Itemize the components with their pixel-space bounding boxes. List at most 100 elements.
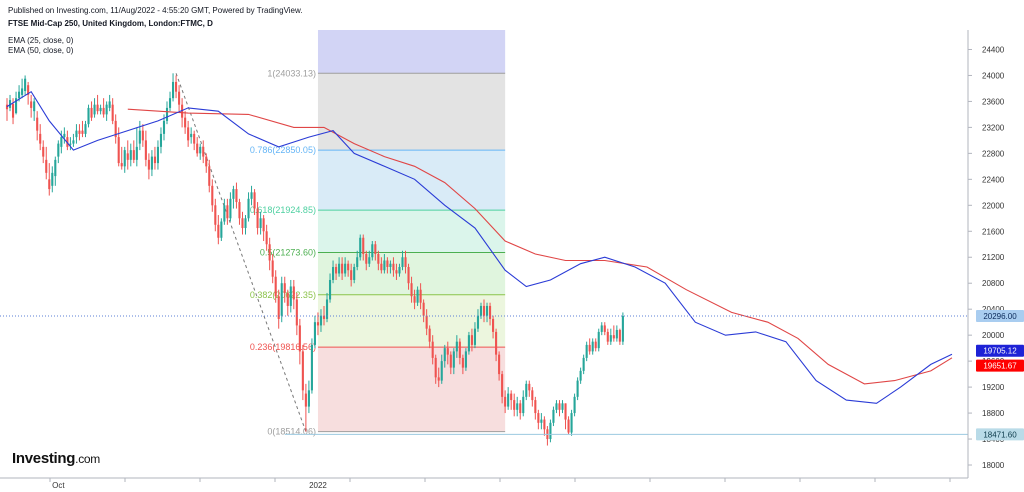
candle-body — [144, 140, 147, 160]
candle-body — [407, 266, 410, 284]
candle-body — [576, 380, 579, 397]
candle-body — [395, 270, 398, 274]
fib-level-label: 1(24033.13) — [267, 68, 316, 78]
candle-body — [202, 146, 205, 157]
candle-body — [226, 205, 229, 219]
candle-body — [147, 159, 150, 170]
candle-body — [603, 325, 606, 332]
ema-lines — [0, 90, 968, 435]
candle-body — [582, 357, 585, 371]
time-axis: Oct 2022 — [0, 477, 968, 490]
candle-body — [108, 101, 111, 108]
candle-body — [36, 117, 39, 131]
candle-body — [428, 328, 431, 342]
candle-body — [135, 146, 138, 160]
candle-body — [473, 328, 477, 345]
candle-body — [588, 344, 591, 352]
fib-extension-band — [317, 30, 506, 74]
candle-body — [63, 133, 66, 138]
candle-body — [392, 263, 395, 271]
candle-body — [555, 403, 558, 410]
y-tick-label: 24400 — [982, 45, 1005, 54]
candle-body — [271, 260, 274, 277]
candle-body — [30, 101, 33, 108]
fib-zone — [317, 210, 506, 253]
candle-body — [425, 315, 428, 329]
candle-body — [18, 91, 21, 99]
candle-body — [156, 146, 160, 164]
y-tick-label: 20400 — [982, 305, 1005, 314]
logo-text: Investing — [12, 450, 76, 467]
candle-body — [81, 130, 84, 134]
candle-body — [537, 413, 540, 423]
candle-body — [485, 305, 489, 316]
candle-body — [470, 335, 473, 345]
fib-level-label: 0.786(22850.05) — [250, 145, 316, 155]
candle-body — [356, 257, 359, 267]
candle-body — [419, 289, 422, 303]
candle-body — [561, 403, 564, 410]
candle-body — [33, 101, 36, 112]
candle-body — [78, 130, 81, 134]
candle-body — [277, 296, 280, 319]
candle-body — [217, 224, 220, 238]
price-tag — [976, 428, 1024, 441]
candle-body — [102, 107, 105, 115]
candle-body — [615, 329, 618, 339]
ema25-legend[interactable]: EMA (25, close, 0) — [8, 36, 74, 45]
candle-body — [452, 351, 455, 368]
candle-body — [126, 153, 129, 160]
fibonacci-retracement[interactable]: 1(24033.13) 0.786(22850.05) 0.618(21924.85… — [175, 30, 506, 437]
candle-body — [111, 104, 114, 121]
candle-body — [205, 156, 208, 167]
candle-body — [434, 357, 437, 378]
candle-body — [353, 266, 356, 280]
candle-body — [362, 237, 365, 254]
candle-body — [528, 383, 531, 391]
candle-body — [549, 422, 552, 440]
candle-body — [507, 393, 510, 407]
candle-body — [504, 396, 507, 407]
candle-body — [292, 286, 295, 300]
candlestick-series — [5, 73, 624, 446]
candle-body — [84, 124, 87, 134]
ema50-legend[interactable]: EMA (50, close, 0) — [8, 46, 74, 55]
candle-body — [525, 383, 528, 397]
candle-body — [24, 78, 27, 92]
candle-body — [618, 329, 621, 342]
candle-body — [606, 331, 609, 342]
candle-body — [585, 344, 588, 358]
candle-body — [316, 322, 320, 326]
candle-body — [335, 266, 338, 274]
candle-body — [458, 341, 461, 358]
candle-body — [42, 146, 45, 157]
candle-body — [259, 218, 262, 229]
candle-body — [416, 289, 419, 303]
candle-body — [57, 143, 60, 157]
candle-body — [513, 400, 516, 410]
y-tick-label: 19200 — [982, 383, 1005, 392]
candle-body — [597, 331, 600, 349]
fib-level-label: 0.5(21273.60) — [260, 247, 316, 257]
candle-body — [150, 156, 153, 170]
candle-body — [380, 263, 383, 271]
candle-body — [307, 390, 310, 407]
candle-body — [332, 266, 335, 280]
candle-body — [401, 257, 404, 267]
candle-body — [232, 189, 235, 199]
published-caption: Published on Investing.com, 11/Aug/2022 … — [8, 6, 303, 15]
candle-body — [573, 396, 576, 414]
fib-level-label: 0(18514.06) — [267, 427, 316, 437]
candle-body — [244, 218, 247, 229]
candle-body — [181, 104, 184, 118]
candle-body — [75, 130, 78, 138]
x-tick-label: Oct — [52, 481, 65, 490]
candle-body — [404, 257, 407, 267]
candle-body — [341, 263, 344, 274]
candle-body — [371, 244, 374, 258]
candle-body — [60, 137, 63, 147]
candle-body — [368, 257, 371, 264]
candle-body — [389, 263, 392, 267]
candle-body — [600, 325, 603, 332]
